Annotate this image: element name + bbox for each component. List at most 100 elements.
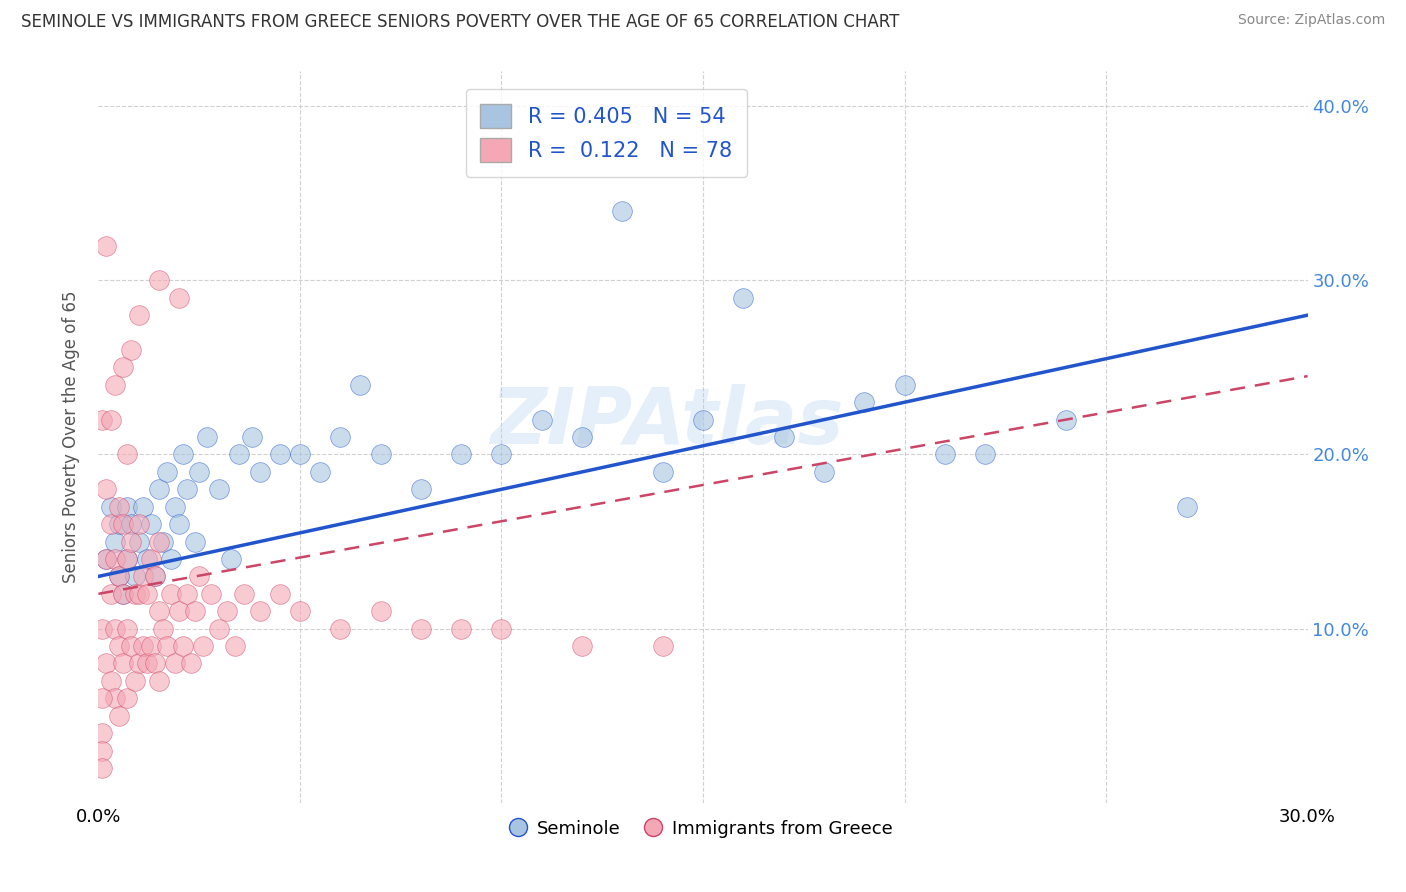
Point: [893, 377, 915, 392]
Point: [491, 448, 513, 462]
Point: [152, 622, 174, 636]
Point: [100, 500, 122, 514]
Point: [103, 377, 125, 392]
Point: [128, 657, 150, 671]
Point: [143, 569, 166, 583]
Point: [1175, 500, 1198, 514]
Point: [612, 203, 634, 218]
Point: [148, 673, 170, 688]
Point: [184, 534, 207, 549]
Point: [132, 500, 155, 514]
Point: [1054, 412, 1077, 426]
Point: [128, 517, 150, 532]
Point: [124, 673, 146, 688]
Text: SEMINOLE VS IMMIGRANTS FROM GREECE SENIORS POVERTY OVER THE AGE OF 65 CORRELATIO: SEMINOLE VS IMMIGRANTS FROM GREECE SENIO…: [21, 13, 900, 31]
Point: [107, 500, 129, 514]
Point: [132, 569, 155, 583]
Point: [135, 657, 157, 671]
Point: [692, 412, 714, 426]
Point: [115, 448, 138, 462]
Point: [139, 639, 162, 653]
Point: [772, 430, 794, 444]
Point: [156, 639, 179, 653]
Point: [100, 587, 122, 601]
Point: [167, 517, 190, 532]
Point: [249, 604, 271, 618]
Point: [269, 587, 291, 601]
Point: [115, 500, 138, 514]
Point: [163, 657, 186, 671]
Point: [148, 534, 170, 549]
Point: [193, 639, 215, 653]
Point: [853, 395, 876, 409]
Point: [107, 639, 129, 653]
Point: [160, 587, 183, 601]
Point: [103, 622, 125, 636]
Point: [96, 238, 118, 252]
Point: [91, 622, 114, 636]
Point: [208, 483, 231, 497]
Point: [91, 412, 114, 426]
Point: [91, 691, 114, 706]
Point: [571, 430, 593, 444]
Point: [163, 500, 186, 514]
Text: ZIPAtlas: ZIPAtlas: [489, 384, 844, 460]
Point: [120, 639, 142, 653]
Point: [139, 517, 162, 532]
Point: [184, 604, 207, 618]
Point: [91, 726, 114, 740]
Point: [167, 291, 190, 305]
Point: [100, 517, 122, 532]
Point: [91, 743, 114, 757]
Point: [100, 412, 122, 426]
Point: [107, 569, 129, 583]
Point: [135, 587, 157, 601]
Point: [124, 587, 146, 601]
Point: [156, 465, 179, 479]
Point: [111, 587, 134, 601]
Point: [409, 622, 432, 636]
Point: [139, 552, 162, 566]
Point: [115, 552, 138, 566]
Point: [135, 552, 157, 566]
Point: [107, 569, 129, 583]
Point: [120, 517, 142, 532]
Point: [100, 673, 122, 688]
Point: [111, 587, 134, 601]
Point: [813, 465, 835, 479]
Point: [148, 604, 170, 618]
Point: [103, 552, 125, 566]
Point: [530, 412, 553, 426]
Point: [111, 657, 134, 671]
Point: [128, 534, 150, 549]
Point: [111, 517, 134, 532]
Point: [172, 448, 194, 462]
Point: [571, 639, 593, 653]
Point: [370, 604, 392, 618]
Point: [232, 587, 254, 601]
Point: [91, 761, 114, 775]
Point: [120, 343, 142, 357]
Point: [160, 552, 183, 566]
Point: [103, 691, 125, 706]
Point: [195, 430, 218, 444]
Point: [172, 639, 194, 653]
Point: [148, 273, 170, 287]
Y-axis label: Seniors Poverty Over the Age of 65: Seniors Poverty Over the Age of 65: [62, 291, 80, 583]
Point: [208, 622, 231, 636]
Point: [143, 569, 166, 583]
Point: [269, 448, 291, 462]
Point: [329, 622, 352, 636]
Point: [450, 622, 472, 636]
Point: [651, 639, 673, 653]
Point: [124, 569, 146, 583]
Point: [176, 483, 198, 497]
Point: [221, 552, 243, 566]
Point: [349, 377, 371, 392]
Point: [240, 430, 263, 444]
Point: [176, 587, 198, 601]
Point: [103, 534, 125, 549]
Point: [288, 448, 311, 462]
Point: [152, 534, 174, 549]
Point: [107, 517, 129, 532]
